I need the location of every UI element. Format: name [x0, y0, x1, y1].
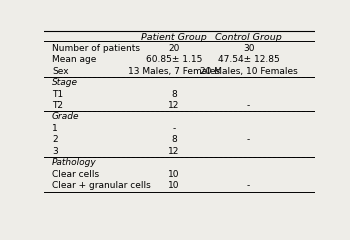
Text: 8: 8 [171, 135, 177, 144]
Text: Pathology: Pathology [52, 158, 97, 167]
Text: 30: 30 [243, 44, 254, 53]
Text: 47.54± 12.85: 47.54± 12.85 [218, 55, 279, 64]
Text: Stage: Stage [52, 78, 78, 87]
Text: -: - [247, 181, 250, 190]
Text: Patient Group: Patient Group [141, 33, 207, 42]
Text: 12: 12 [168, 147, 180, 156]
Text: T2: T2 [52, 101, 63, 110]
Text: 2: 2 [52, 135, 57, 144]
Text: 8: 8 [171, 90, 177, 99]
Text: 20 Males, 10 Females: 20 Males, 10 Females [199, 67, 298, 76]
Text: -: - [172, 124, 176, 133]
Text: Number of patients: Number of patients [52, 44, 140, 53]
Text: 12: 12 [168, 101, 180, 110]
Text: T1: T1 [52, 90, 63, 99]
Text: Control Group: Control Group [215, 33, 282, 42]
Text: 20: 20 [168, 44, 180, 53]
Text: Clear cells: Clear cells [52, 170, 99, 179]
Text: Sex: Sex [52, 67, 69, 76]
Text: 13 Males, 7 Females: 13 Males, 7 Females [128, 67, 220, 76]
Text: 1: 1 [52, 124, 58, 133]
Text: 10: 10 [168, 181, 180, 190]
Text: 3: 3 [52, 147, 58, 156]
Text: Clear + granular cells: Clear + granular cells [52, 181, 150, 190]
Text: 60.85± 1.15: 60.85± 1.15 [146, 55, 202, 64]
Text: 10: 10 [168, 170, 180, 179]
Text: Mean age: Mean age [52, 55, 96, 64]
Text: Grade: Grade [52, 113, 79, 121]
Text: -: - [247, 135, 250, 144]
Text: -: - [247, 101, 250, 110]
